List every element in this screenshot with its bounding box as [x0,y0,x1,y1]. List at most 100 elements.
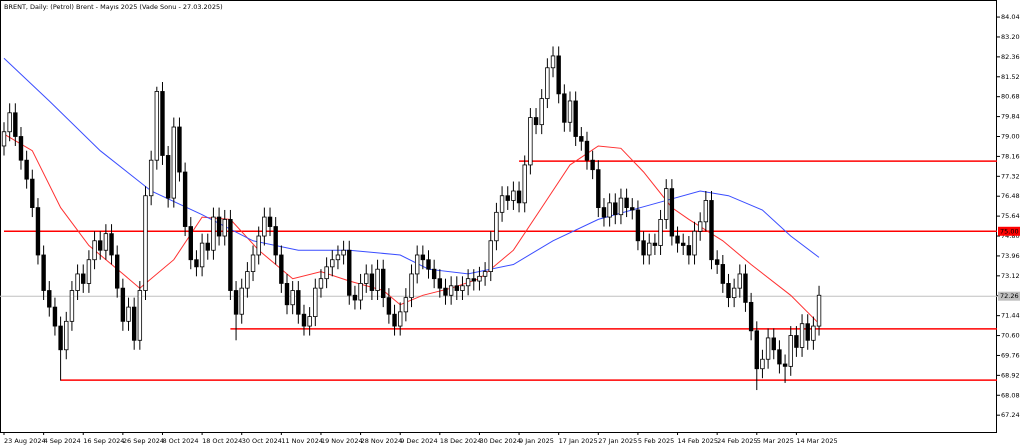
candle-body [69,290,75,322]
x-tick-label: 26 Sep 2024 [123,437,164,445]
candle-body [165,155,171,199]
candle-body [635,209,641,242]
candle-body [256,235,261,256]
y-tick-label: 76.48 [1001,192,1020,200]
candle-body [313,287,318,317]
candle-body [148,159,154,197]
candle-body [386,297,392,315]
candle-body [522,164,527,204]
candle-body [799,323,805,348]
candle-body [250,254,256,272]
candle-body [403,297,409,313]
candle-body [630,207,635,211]
candle-body [777,349,782,365]
y-tick-label: 77.32 [1001,172,1020,180]
x-tick-label: 23 Aug 2024 [4,437,46,445]
candle-body [222,219,227,237]
candle-body [199,242,205,268]
candle-body [794,335,799,348]
y-tick-label: 71.44 [1001,312,1020,320]
candle-body [13,112,18,137]
moving-average [3,57,820,275]
candle-body [392,313,397,327]
candle-body [182,171,188,227]
candle-body [499,195,505,213]
y-tick-label: 73.96 [1001,252,1020,260]
chart-title: BRENT, Daily: (Petrol) Brent - Mayıs 202… [4,3,223,11]
candle-body [477,275,482,282]
y-tick-label: 68.08 [1001,391,1020,399]
candle-body [194,259,199,268]
candle-body [697,221,703,232]
candle-body [765,337,771,360]
candle-body [1,131,7,147]
candle-body [279,254,284,284]
candle-body [505,195,510,201]
candle-body [47,290,52,308]
y-tick-label: 79.84 [1001,113,1020,121]
candle-body [414,254,420,275]
candle-body [573,100,578,137]
y-tick-label: 82.36 [1001,53,1020,61]
candle-body [205,242,210,251]
candle-body [448,285,454,296]
candle-body [607,202,612,218]
y-tick-label: 83.20 [1001,33,1020,41]
candle-body [805,323,810,341]
candle-body [714,259,720,265]
candle-body [443,287,448,296]
x-tick-label: 4 Sep 2024 [44,437,81,445]
x-tick-label: 5 Mar 2025 [757,437,794,445]
candle-body [52,306,58,327]
candle-body [562,93,567,123]
x-tick-label: 16 Sep 2024 [83,437,124,445]
candle-body [482,271,488,277]
candle-body [216,216,222,237]
x-tick-label: 18 Oct 2024 [202,437,242,445]
price-label-box [998,226,1020,236]
candle-body [211,216,216,251]
candle-body [816,294,822,327]
candle-body [364,273,369,284]
candle-body [64,320,69,351]
candle-body [516,190,522,204]
candle-body [669,188,675,237]
candle-body [375,268,380,291]
y-tick-label: 68.92 [1001,371,1020,379]
candle-body [131,306,137,341]
candle-body [652,242,658,246]
candle-body [426,259,431,270]
candle-body [86,259,92,284]
candle-body [233,290,239,315]
x-tick-label: 27 Jan 2025 [598,437,637,445]
candle-body [494,211,499,242]
candle-body [465,278,471,287]
y-tick-label: 69.76 [1001,351,1020,359]
candle-body [811,325,816,341]
x-tick-label: 28 Nov 2024 [361,437,403,445]
candle-body [92,240,97,261]
price-label: 75.00 [1000,227,1019,235]
candle-body [341,249,346,256]
candle-body [296,290,301,315]
candle-body [228,219,233,291]
y-tick-label: 80.68 [1001,93,1020,101]
candle-body [647,242,652,256]
axes: 84.04 83.20 82.36 81.52 80.68 79.84 79.00 78.16… [3,13,1020,445]
candle-body [681,242,686,246]
y-tick-label: 78.16 [1001,152,1020,160]
candle-body [760,358,765,370]
candle-body [245,271,250,289]
y-tick-label: 81.52 [1001,73,1020,81]
candle-body [488,240,493,272]
candle-body [692,230,697,256]
candle-body [177,126,182,173]
y-tick-label: 67.24 [1001,411,1020,419]
candle-body [596,169,601,208]
x-tick-label: 17 Jan 2025 [559,437,598,445]
candle-body [782,363,788,367]
candle-body [7,112,12,133]
candle-body [397,311,403,327]
x-tick-label: 30 Dec 2024 [479,437,521,445]
